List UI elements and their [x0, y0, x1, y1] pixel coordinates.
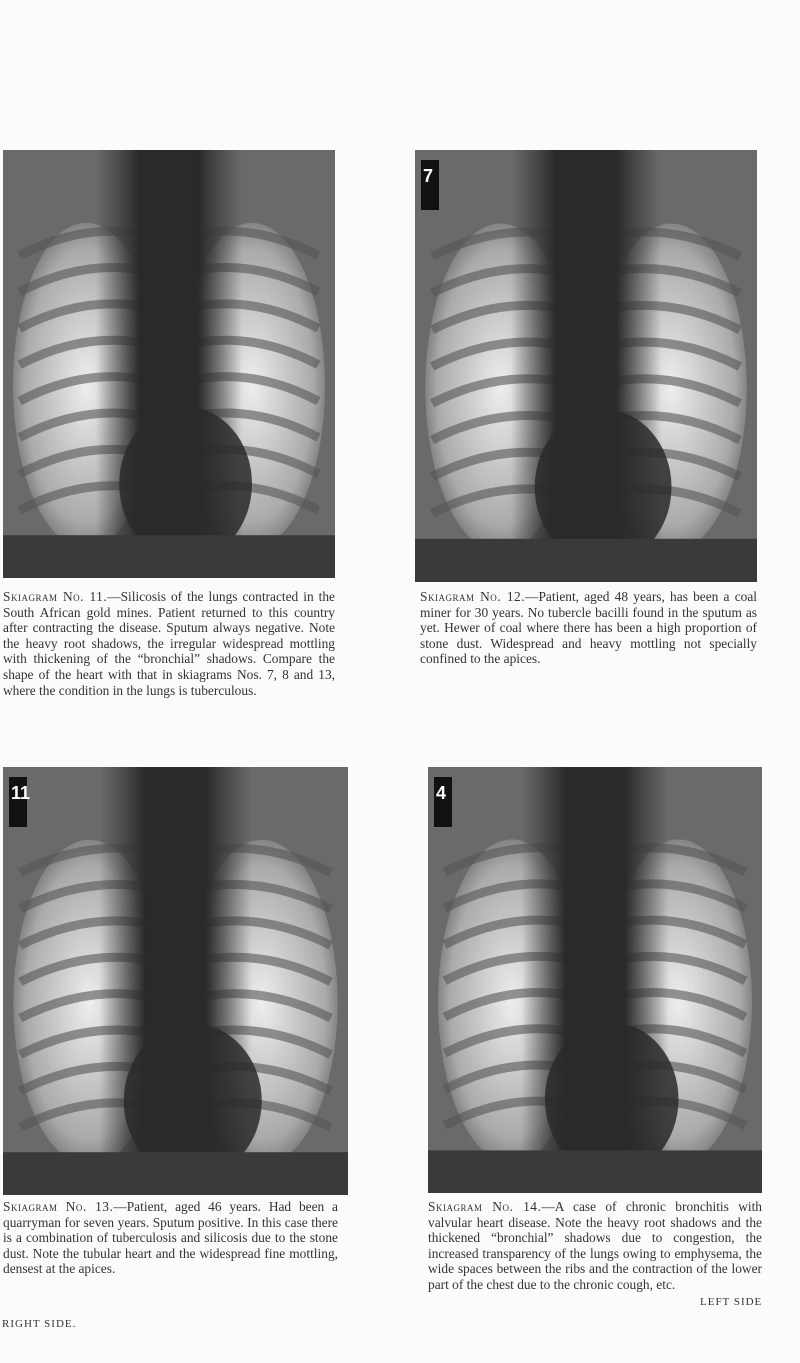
diaphragm [415, 538, 757, 582]
caption-text: —A case of chronic bronchitis with valvu… [428, 1199, 762, 1292]
image-marker: 11 [11, 783, 30, 803]
caption: Skiagram No. 12.—Patient, aged 48 years,… [420, 589, 757, 667]
caption-text: —Silicosis of the lungs contracted in th… [3, 589, 336, 698]
skiagram-image: 11 [3, 767, 348, 1195]
footer-right: LEFT SIDE [700, 1296, 763, 1308]
caption-heading: Skiagram No. 12. [420, 589, 526, 604]
image-marker: 7 [423, 166, 433, 186]
diaphragm [3, 1152, 348, 1195]
caption-heading: Skiagram No. 13. [3, 1199, 114, 1214]
footer-left: RIGHT SIDE. [2, 1318, 77, 1330]
caption-heading: Skiagram No. 14. [428, 1199, 542, 1214]
caption-text: —Patient, aged 46 years. Had been a quar… [3, 1199, 338, 1277]
skiagram-image [3, 150, 335, 578]
heart [119, 406, 252, 561]
caption: Skiagram No. 13.—Patient, aged 46 years.… [3, 1199, 338, 1277]
caption: Skiagram No. 14.—A case of chronic bronc… [428, 1199, 762, 1293]
image-marker: 4 [436, 783, 446, 803]
marker-bg [9, 777, 27, 827]
caption: Skiagram No. 11.—Silicosis of the lungs … [3, 589, 335, 698]
caption-heading: Skiagram No. 11. [3, 589, 108, 604]
heart [544, 1022, 679, 1176]
skiagram-image: 7 [415, 150, 757, 582]
diaphragm [3, 535, 335, 578]
diaphragm [428, 1150, 762, 1193]
marker-bg [421, 160, 439, 210]
caption-text: —Patient, aged 48 years, has been a coal… [420, 589, 757, 667]
heart [123, 1023, 262, 1178]
skiagram-image: 4 [428, 767, 762, 1193]
heart [534, 409, 672, 565]
marker-bg [434, 777, 452, 827]
